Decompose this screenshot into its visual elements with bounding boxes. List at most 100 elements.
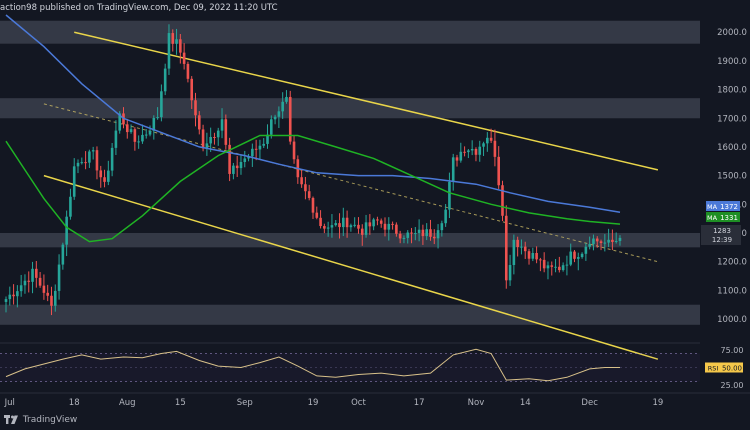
price-tick-label: 1000.0 <box>717 315 747 325</box>
candle-down <box>527 251 531 259</box>
candle-up <box>258 145 262 150</box>
ma-fast-label-name: MA <box>707 203 718 211</box>
candle-up <box>576 257 580 259</box>
candle-down <box>201 129 205 149</box>
candle-up <box>364 222 368 235</box>
rsi-tick-label: 75.00 <box>721 346 744 355</box>
rsi-line <box>5 348 620 382</box>
candle-down <box>182 52 186 64</box>
candle-up <box>4 299 8 302</box>
channel-midline <box>43 103 659 263</box>
candle-up <box>273 116 277 120</box>
candle-up <box>137 141 140 143</box>
candle-down <box>595 238 599 242</box>
price-tick-label: 1500.0 <box>717 172 747 182</box>
candle-up <box>23 280 27 286</box>
candle-up <box>353 224 356 226</box>
candle-down <box>99 170 103 178</box>
candle-down <box>42 285 46 293</box>
candle-down <box>213 136 216 138</box>
candle-countdown: 12:39 <box>712 236 732 244</box>
candle-down <box>379 220 383 224</box>
candle-down <box>599 241 603 244</box>
candle-up <box>482 143 485 147</box>
candle-up <box>531 253 535 259</box>
candle-down <box>360 228 364 235</box>
candle-down <box>429 229 432 237</box>
candle-down <box>421 229 425 237</box>
candle-down <box>391 223 394 225</box>
price-tick-label: 1700.0 <box>717 114 747 124</box>
candle-down <box>311 197 315 213</box>
ma-slow-label-name: MA <box>707 214 718 222</box>
time-tick-label: 17 <box>414 398 425 408</box>
candle-down <box>12 294 15 297</box>
candle-down <box>84 162 87 164</box>
watermark-text: TradingView <box>22 415 78 425</box>
candle-down <box>523 246 527 252</box>
candle-down <box>35 268 38 278</box>
channel-lower-line <box>43 174 659 360</box>
ma-slow-label-value: 1331 <box>720 214 738 222</box>
time-tick-label: Nov <box>468 398 485 408</box>
candle-up <box>152 118 156 131</box>
candle-up <box>107 170 110 182</box>
price-tick-label: 1900.0 <box>717 57 747 67</box>
candle-up <box>387 223 391 230</box>
candle-up <box>406 232 410 238</box>
candle-up <box>592 238 595 245</box>
current-price-value: 1283 <box>713 227 731 235</box>
support-resistance-zone <box>0 98 700 119</box>
rsi-value: 50.00 <box>722 365 742 373</box>
price-tick-label: 1800.0 <box>717 86 747 96</box>
candle-down <box>323 226 326 229</box>
rsi-tag <box>705 362 721 373</box>
moving-average-fast-line <box>5 14 621 214</box>
candle-up <box>144 134 148 136</box>
candle-down <box>27 280 31 282</box>
time-tick-label: 14 <box>520 398 531 408</box>
candle-down <box>190 78 194 101</box>
candle-up <box>118 113 121 131</box>
price-tick-label: 1600.0 <box>717 143 747 153</box>
candle-down <box>197 115 201 130</box>
candle-up <box>160 91 163 118</box>
candle-down <box>133 129 137 142</box>
candle-up <box>156 117 159 119</box>
ma-fast-label-value: 1372 <box>720 203 738 211</box>
candle-up <box>607 239 610 243</box>
candle-up <box>148 130 152 135</box>
ma-fast-label: MA 1372 <box>706 201 740 211</box>
candle-up <box>603 242 607 244</box>
candle-down <box>179 39 182 53</box>
candle-down <box>497 156 500 186</box>
moving-average-slow-line <box>5 134 621 243</box>
candle-up <box>141 134 144 142</box>
candle-up <box>281 101 284 112</box>
candle-down <box>368 222 372 227</box>
candle-up <box>80 162 84 164</box>
candle-up <box>618 237 622 241</box>
candle-down <box>542 259 546 269</box>
candle-down <box>535 253 538 260</box>
candle-up <box>209 136 212 144</box>
candle-up <box>512 239 516 265</box>
candle-down <box>254 148 258 150</box>
price-tick-label: 1200.0 <box>717 258 747 268</box>
candle-down <box>95 150 99 171</box>
candle-up <box>31 268 34 282</box>
candle-down <box>288 96 292 142</box>
candle-up <box>565 264 569 266</box>
tradingview-watermark: TradingView <box>4 415 77 425</box>
candle-down <box>125 124 129 133</box>
tradingview-logo-icon <box>4 415 18 424</box>
ma-slow-label-tag <box>706 212 718 222</box>
candle-up <box>277 111 281 117</box>
candle-up <box>425 229 428 237</box>
candle-down <box>432 236 436 239</box>
candle-up <box>114 130 118 148</box>
candle-up <box>91 150 95 152</box>
candle-up <box>285 96 288 102</box>
rsi-name: RSI <box>708 365 719 373</box>
